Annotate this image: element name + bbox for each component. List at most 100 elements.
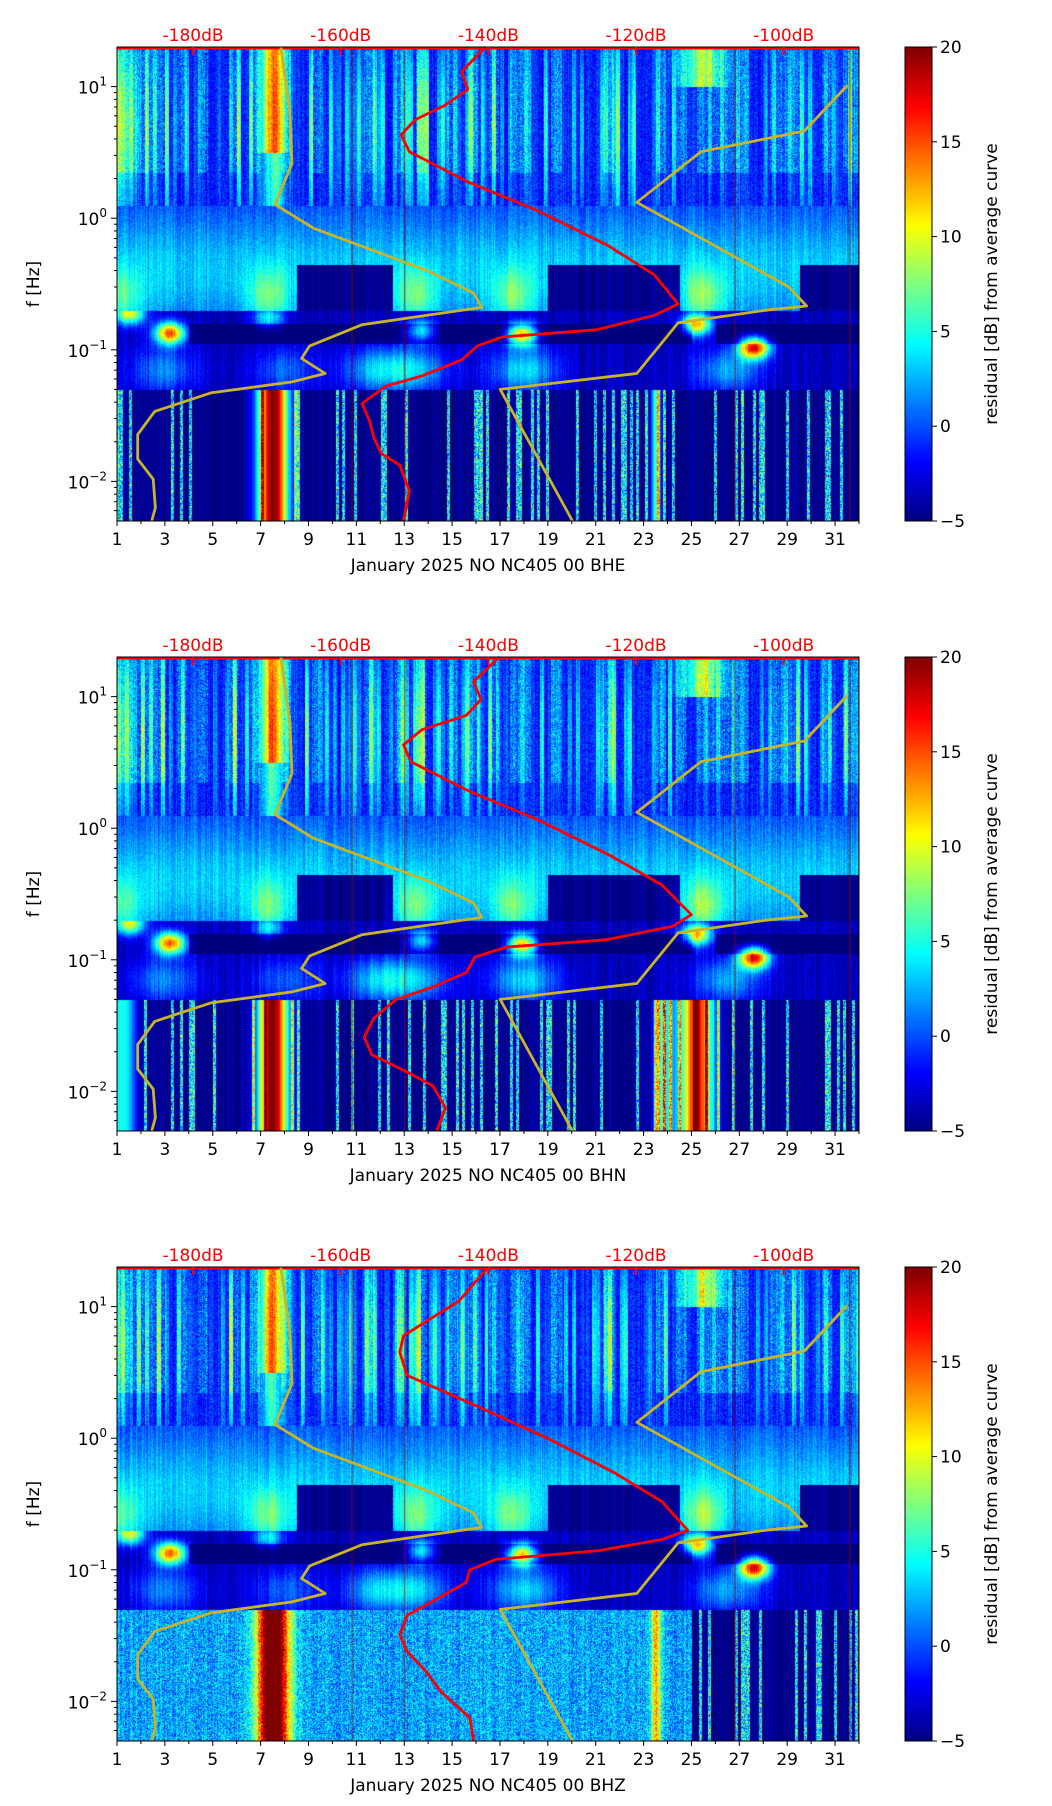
x-tick-label: 31 [824,1140,846,1160]
y-tick-base: 10 [78,689,100,709]
x-tick-label: 21 [585,1140,607,1160]
y-tick-base: 10 [78,79,100,99]
x-tick-label: 3 [159,1140,170,1160]
plot-1: 1 3 5 7 9 11 13 15 17 19 21 23 25 27 29 3110−210−110010… [24,636,859,1186]
y-tick-exp: −1 [89,1558,107,1572]
y-tick-base: 10 [78,820,100,840]
y-tick-exp: −1 [89,338,107,352]
colorbar-tick-label: 5 [940,322,951,342]
y-tick-base: 10 [78,1299,100,1319]
x-tick-label: 11 [346,1140,368,1160]
x-tick-label: 27 [729,1750,751,1770]
x-tick-label: 25 [681,1750,703,1770]
y-tick-label: 10−2 [68,1079,107,1103]
plot-0: 1 3 5 7 9 11 13 15 17 19 21 23 25 27 29 3110−210−110010… [24,26,859,576]
y-tick-label: 10−1 [68,948,107,972]
top-db-label: -180dB [163,1246,224,1266]
y-tick-base: 10 [68,342,90,362]
plot-2: 1 3 5 7 9 11 13 15 17 19 21 23 25 27 29 3110−210−110010… [24,1246,859,1796]
top-db-label: -120dB [606,636,667,656]
colorbar-label: residual [dB] from average curve [982,753,1002,1034]
x-tick-label: 1 [112,530,123,550]
y-tick-exp: 1 [99,75,107,89]
x-tick-label: 17 [489,530,511,550]
colorbar-tick-label: 0 [940,417,951,437]
y-tick-label: 10−1 [68,1558,107,1582]
x-tick-label: 3 [159,530,170,550]
x-tick-label: 19 [537,1750,559,1770]
nhnm-curve [500,86,847,522]
plot-frame [117,657,859,1131]
top-db-label: -160dB [310,26,371,46]
x-tick-label: 9 [303,1140,314,1160]
colorbar-label: residual [dB] from average curve [982,1363,1002,1644]
x-tick-label: 7 [255,1140,266,1160]
colorbar-tick-label: −5 [940,1122,965,1142]
y-tick-base: 10 [68,1562,90,1582]
x-tick-label: 19 [537,1140,559,1160]
y-tick-exp: 0 [99,1426,107,1440]
y-tick-exp: −2 [89,1079,107,1093]
x-tick-label: 23 [633,1140,655,1160]
x-tick-label: 11 [346,530,368,550]
x-tick-label: 19 [537,530,559,550]
top-db-label: -180dB [163,636,224,656]
top-db-label: -120dB [606,26,667,46]
x-tick-label: 1 [112,1140,123,1160]
colorbar-tick-label: 20 [940,1258,962,1278]
y-tick-base: 10 [68,473,90,493]
colorbar-tick-label: 15 [940,1353,962,1373]
colorbar-tick-label: 10 [940,838,962,858]
x-tick-label: 15 [441,1750,463,1770]
y-tick-exp: 1 [99,685,107,699]
y-tick-label: 101 [78,1295,107,1319]
x-tick-label: 17 [489,1140,511,1160]
figure: 1 3 5 7 9 11 13 15 17 19 21 23 25 27 29 31 10−2 10−1 100 10… [0,0,1052,1806]
x-tick-label: 23 [633,1750,655,1770]
y-tick-label: 10−1 [68,338,107,362]
x-tick-label: 5 [207,1140,218,1160]
top-db-label: -120dB [606,1246,667,1266]
y-tick-base: 10 [78,210,100,230]
x-tick-label: 29 [776,530,798,550]
colorbar-tick-label: 20 [940,38,962,58]
y-tick-label: 100 [78,816,107,840]
y-tick-base: 10 [68,1693,90,1713]
colorbar-tick-label: 20 [940,648,962,668]
y-tick-label: 10−2 [68,469,107,493]
colorbar-frame [905,47,932,521]
colorbar-frame [905,1267,932,1741]
y-tick-label: 101 [78,685,107,709]
psd-curve [364,657,691,1131]
x-tick-label: 17 [489,1750,511,1770]
colorbar-label: residual [dB] from average curve [982,143,1002,424]
y-axis-label: f [Hz] [24,261,44,307]
y-tick-exp: −2 [89,1689,107,1703]
colorbar-frame [905,657,932,1131]
x-tick-label: 15 [441,1140,463,1160]
colorbar-tick-label: −5 [940,1732,965,1752]
colorbar-tick-label: 5 [940,1542,951,1562]
psd-curve [362,47,678,521]
psd-curve [400,1267,688,1741]
x-tick-label: 9 [303,530,314,550]
nhnm-curve [500,1306,847,1742]
x-tick-label: 13 [393,1140,415,1160]
top-db-label: -140dB [458,636,519,656]
top-db-label: -160dB [310,636,371,656]
x-axis-label: January 2025 NO NC405 00 BHZ [349,1776,626,1796]
chart-overlay: 1 3 5 7 9 11 13 15 17 19 21 23 25 27 29 3110−210−110010… [0,0,1052,1806]
colorbar-tick-label: 0 [940,1637,951,1657]
x-tick-label: 5 [207,530,218,550]
x-tick-label: 9 [303,1750,314,1770]
colorbar-tick-label: 15 [940,133,962,153]
y-tick-label: 10−2 [68,1689,107,1713]
x-tick-label: 3 [159,1750,170,1770]
y-tick-exp: −1 [89,948,107,962]
x-tick-label: 25 [681,1140,703,1160]
nlnm-curve [138,47,482,521]
nlnm-curve [138,1267,482,1741]
x-axis-label: January 2025 NO NC405 00 BHN [349,1166,627,1186]
x-tick-label: 29 [776,1750,798,1770]
y-tick-label: 101 [78,75,107,99]
